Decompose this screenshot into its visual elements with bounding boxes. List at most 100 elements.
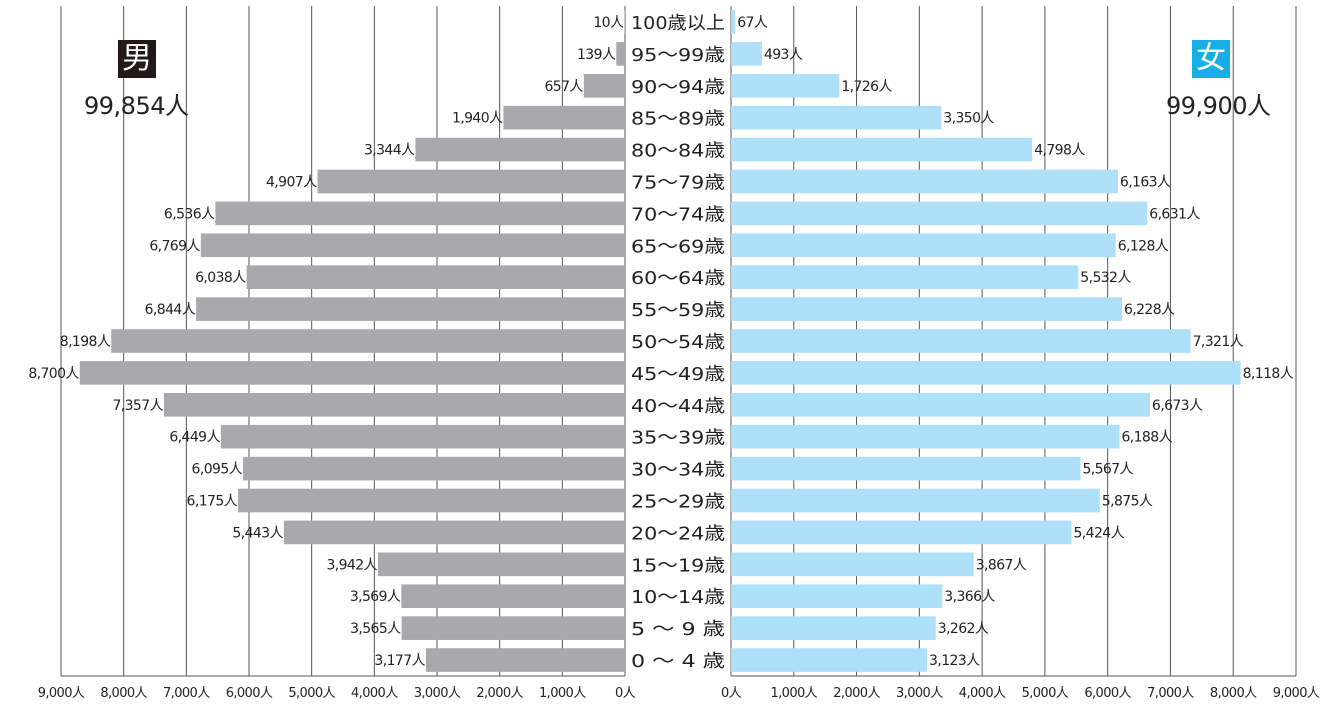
- age-category-label: 25〜29歳: [631, 492, 725, 513]
- female-bar: [731, 393, 1150, 417]
- male-tick-label: 4,000人: [351, 686, 398, 701]
- age-category-label: 40〜44歳: [631, 396, 725, 417]
- male-tick-label: 5,000人: [288, 686, 335, 701]
- female-value-label: 3,350人: [943, 111, 994, 127]
- female-bar: [731, 169, 1118, 194]
- female-value-label: 3,262人: [938, 621, 989, 637]
- age-category-label: 55〜59歳: [631, 300, 725, 321]
- age-category-label: 5 〜 9 歳: [631, 619, 725, 640]
- female-tick-label: 5,000人: [1022, 686, 1069, 701]
- female-bar: [731, 648, 928, 672]
- age-category-label: 0 〜 4 歳: [631, 651, 725, 672]
- male-value-label: 6,038人: [195, 270, 246, 286]
- female-tick-label: 2,000人: [833, 686, 880, 701]
- male-value-label: 5,443人: [232, 525, 283, 541]
- female-tick-label: 1,000人: [770, 686, 817, 701]
- age-category-label: 30〜34歳: [631, 460, 725, 481]
- female-value-label: 6,228人: [1124, 302, 1175, 318]
- female-tick-label: 4,000人: [959, 686, 1006, 701]
- male-value-label: 1,940人: [452, 111, 503, 127]
- female-value-label: 5,532人: [1080, 270, 1131, 286]
- female-total: 99,900人: [1166, 92, 1271, 120]
- male-total: 99,854人: [84, 92, 189, 120]
- male-legend-badge: 男: [118, 40, 156, 78]
- male-value-label: 657人: [544, 79, 583, 95]
- female-value-label: 67人: [737, 15, 768, 31]
- male-value-label: 6,769人: [149, 238, 200, 254]
- male-bar: [503, 105, 625, 130]
- female-tick-label: 6,000人: [1084, 686, 1131, 701]
- female-tick-label: 7,000人: [1147, 686, 1194, 701]
- female-tick-label: 0人: [721, 686, 742, 701]
- age-category-label: 85〜89歳: [631, 109, 725, 130]
- male-value-label: 3,565人: [350, 621, 401, 637]
- male-bar: [616, 42, 625, 66]
- male-tick-label: 7,000人: [163, 686, 210, 701]
- male-value-label: 3,942人: [326, 557, 377, 573]
- age-category-label: 35〜39歳: [631, 428, 725, 449]
- male-tick-label: 0人: [615, 686, 636, 701]
- female-bar: [731, 137, 1033, 162]
- male-value-label: 10人: [593, 15, 624, 31]
- age-category-label: 10〜14歳: [631, 587, 725, 608]
- female-bar: [731, 424, 1120, 449]
- female-value-label: 6,188人: [1121, 430, 1172, 446]
- male-value-label: 139人: [577, 47, 616, 63]
- age-category-label: 70〜74歳: [631, 204, 725, 225]
- female-value-label: 1,726人: [841, 79, 892, 95]
- male-tick-label: 9,000人: [38, 686, 85, 701]
- female-tick-label: 3,000人: [896, 686, 943, 701]
- male-value-label: 6,095人: [192, 462, 243, 478]
- male-value-label: 6,844人: [145, 302, 196, 318]
- female-bar: [731, 265, 1079, 289]
- male-bar: [196, 297, 626, 321]
- female-bar: [731, 201, 1148, 226]
- male-tick-label: 6,000人: [226, 686, 273, 701]
- female-value-label: 7,321人: [1193, 334, 1244, 350]
- female-legend-badge: 女: [1192, 40, 1230, 78]
- female-bar: [731, 584, 943, 609]
- female-bar: [731, 361, 1241, 385]
- male-bar: [200, 233, 625, 258]
- male-value-label: 6,449人: [169, 430, 220, 446]
- male-bar: [111, 329, 625, 353]
- male-value-label: 6,175人: [187, 494, 238, 510]
- male-bar: [163, 393, 625, 417]
- female-value-label: 3,867人: [976, 557, 1027, 573]
- male-bar: [415, 137, 625, 162]
- age-category-label: 90〜94歳: [631, 77, 725, 98]
- female-value-label: 5,424人: [1074, 525, 1125, 541]
- female-value-label: 6,128人: [1118, 238, 1169, 254]
- female-bar: [731, 10, 736, 34]
- male-value-label: 8,198人: [60, 334, 111, 350]
- age-category-label: 20〜24歳: [631, 523, 725, 544]
- female-value-label: 8,118人: [1243, 366, 1294, 382]
- female-bar: [731, 297, 1122, 321]
- age-category-label: 60〜64歳: [631, 268, 725, 289]
- male-tick-label: 2,000人: [476, 686, 523, 701]
- female-bar: [731, 73, 840, 98]
- male-bar: [238, 488, 626, 513]
- age-category-label: 75〜79歳: [631, 172, 725, 193]
- female-bar: [731, 488, 1100, 513]
- age-category-label: 95〜99歳: [631, 45, 725, 66]
- bars: [79, 10, 1241, 672]
- female-bar: [731, 329, 1191, 353]
- male-bar: [583, 73, 625, 98]
- female-value-label: 4,798人: [1034, 143, 1085, 159]
- labels: 9,000人 0人 8,000人 1,000人 7,000人 2,000人 6,000人 3,…: [28, 13, 1320, 701]
- female-bar: [731, 456, 1081, 481]
- female-value-label: 5,875人: [1102, 494, 1153, 510]
- male-value-label: 3,569人: [350, 589, 401, 605]
- male-bar: [283, 520, 625, 545]
- male-bar: [401, 616, 625, 640]
- male-bar: [79, 361, 626, 385]
- male-bar: [401, 584, 625, 609]
- male-value-label: 8,700人: [28, 366, 79, 382]
- male-tick-label: 1,000人: [539, 686, 586, 701]
- male-bar: [377, 552, 625, 577]
- female-tick-label: 9,000人: [1273, 686, 1320, 701]
- age-category-label: 45〜49歳: [631, 364, 725, 385]
- male-tick-label: 3,000人: [414, 686, 461, 701]
